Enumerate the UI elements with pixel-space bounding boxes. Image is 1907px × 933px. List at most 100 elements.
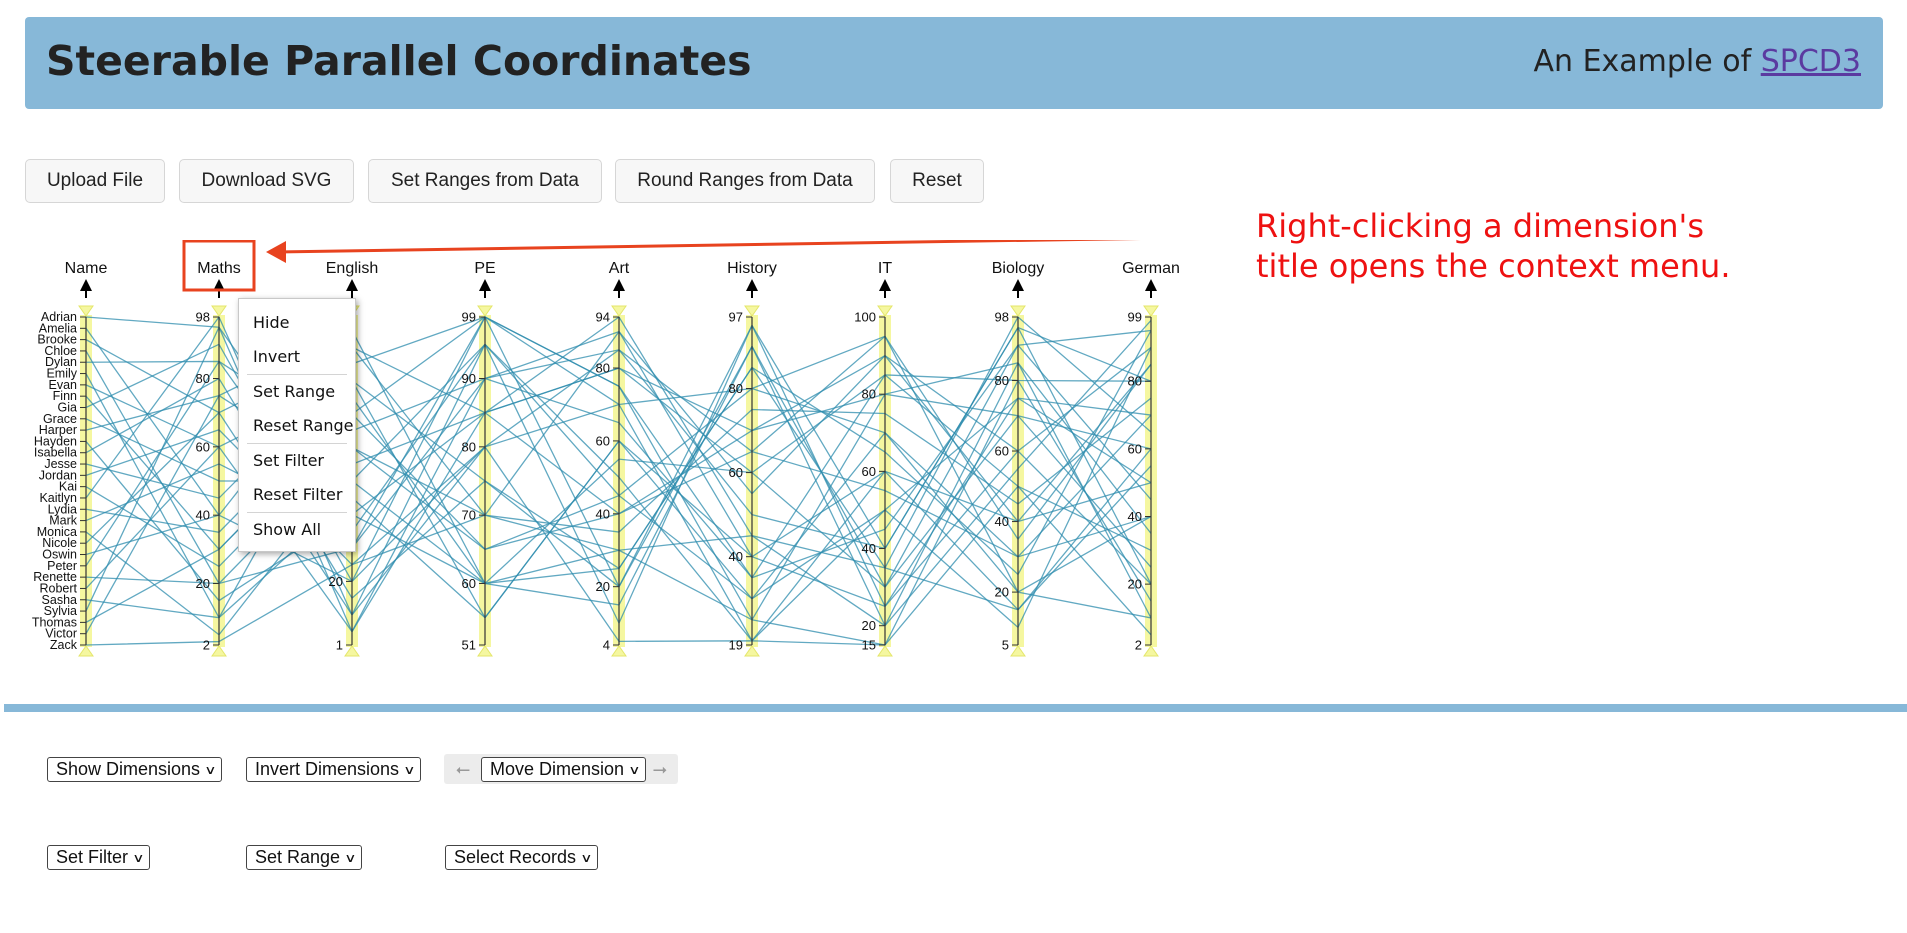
select-records-select[interactable]: Select Records ∨ xyxy=(445,845,598,870)
dimension-title[interactable]: English xyxy=(326,260,378,277)
tick-label: Robert xyxy=(39,581,77,595)
reset-button[interactable]: Reset xyxy=(890,159,984,203)
tick-label: 90 xyxy=(462,371,476,386)
tick-label: 80 xyxy=(462,439,476,454)
tick-label: 40 xyxy=(596,506,610,521)
tick-label: 15 xyxy=(862,638,876,653)
tick-label: Thomas xyxy=(32,615,77,629)
tick-label: Isabella xyxy=(34,446,77,460)
move-dimension-select[interactable]: Move Dimension ∨ xyxy=(481,757,646,782)
tick-label: Emily xyxy=(46,367,77,381)
ctx-hide[interactable]: Hide xyxy=(253,313,290,332)
annotation-arrowhead xyxy=(266,241,286,263)
tick-label: 2 xyxy=(1135,638,1142,653)
invert-dimensions-select[interactable]: Invert Dimensions ∨ xyxy=(246,757,421,782)
ctx-set-range[interactable]: Set Range xyxy=(253,382,336,401)
set-ranges-button[interactable]: Set Ranges from Data xyxy=(368,159,602,203)
tick-label: Sylvia xyxy=(44,604,77,618)
tick-label: Grace xyxy=(43,412,77,426)
top-slider-handle[interactable] xyxy=(877,305,893,317)
bottom-slider-handle[interactable] xyxy=(477,645,493,657)
tick-label: 40 xyxy=(995,514,1009,529)
bottom-slider-handle[interactable] xyxy=(744,645,760,657)
dimension-title[interactable]: IT xyxy=(878,260,892,277)
tick-label: 99 xyxy=(462,310,476,325)
chevron-down-icon: ∨ xyxy=(344,850,357,865)
tick-label: 4 xyxy=(603,638,610,653)
ctx-reset-filter[interactable]: Reset Filter xyxy=(253,485,343,504)
tick-label: 60 xyxy=(862,464,876,479)
ctx-show-all[interactable]: Show All xyxy=(253,520,322,539)
tick-label: 40 xyxy=(196,508,210,523)
top-slider-handle[interactable] xyxy=(78,305,94,317)
show-dimensions-label: Show Dimensions xyxy=(56,759,201,779)
tick-label: 60 xyxy=(596,433,610,448)
set-range-label: Set Range xyxy=(255,847,341,867)
tick-label: 100 xyxy=(854,310,876,325)
top-slider-handle[interactable] xyxy=(1010,305,1026,317)
ctx-reset-range[interactable]: Reset Range xyxy=(253,416,354,435)
tick-label: 40 xyxy=(1128,509,1142,524)
bottom-slider-handle[interactable] xyxy=(1010,645,1026,657)
ctx-set-filter[interactable]: Set Filter xyxy=(253,451,324,470)
bottom-slider-handle[interactable] xyxy=(1143,645,1159,657)
upload-file-button[interactable]: Upload File xyxy=(25,159,165,203)
tick-label: 60 xyxy=(196,439,210,454)
page-title: Steerable Parallel Coordinates xyxy=(46,37,752,85)
bottom-slider-handle[interactable] xyxy=(78,645,94,657)
set-filter-select[interactable]: Set Filter ∨ xyxy=(47,845,150,870)
ctx-separator xyxy=(247,512,347,513)
arrow-left-icon[interactable]: ⭠ xyxy=(455,758,471,780)
tick-label: Mark xyxy=(49,514,78,528)
tick-label: 80 xyxy=(1128,374,1142,389)
bottom-slider-handle[interactable] xyxy=(877,645,893,657)
chevron-down-icon: ∨ xyxy=(132,850,145,865)
spcd3-link[interactable]: SPCD3 xyxy=(1760,44,1861,79)
tick-label: Lydia xyxy=(48,502,77,516)
ctx-invert[interactable]: Invert xyxy=(253,347,301,366)
tick-label: Evan xyxy=(49,378,78,392)
annotation-arrow xyxy=(275,240,1141,254)
tick-label: 80 xyxy=(196,371,210,386)
set-filter-label: Set Filter xyxy=(56,847,129,867)
dimension-title[interactable]: PE xyxy=(474,260,495,277)
set-range-select[interactable]: Set Range ∨ xyxy=(246,845,362,870)
tick-label: 20 xyxy=(596,579,610,594)
tick-label: 51 xyxy=(462,638,476,653)
top-slider-handle[interactable] xyxy=(211,305,227,317)
tick-label: 97 xyxy=(729,310,743,325)
tick-label: Kai xyxy=(59,480,77,494)
bottom-slider-handle[interactable] xyxy=(211,645,227,657)
top-slider-handle[interactable] xyxy=(611,305,627,317)
dimension-title[interactable]: Biology xyxy=(992,260,1044,277)
tick-label: 40 xyxy=(729,549,743,564)
show-dimensions-select[interactable]: Show Dimensions ∨ xyxy=(47,757,222,782)
tick-label: 20 xyxy=(329,574,343,589)
tick-label: Jesse xyxy=(44,457,77,471)
top-slider-handle[interactable] xyxy=(744,305,760,317)
round-ranges-button[interactable]: Round Ranges from Data xyxy=(615,159,875,203)
context-menu: Hide Invert Set Range Reset Range Set Fi… xyxy=(238,298,356,552)
dimension-title[interactable]: History xyxy=(727,260,777,277)
chevron-down-icon: ∨ xyxy=(628,762,641,777)
top-slider-handle[interactable] xyxy=(477,305,493,317)
download-svg-button[interactable]: Download SVG xyxy=(179,159,354,203)
dimension-title[interactable]: Name xyxy=(65,260,108,277)
tick-label: 80 xyxy=(729,381,743,396)
move-dimension-label: Move Dimension xyxy=(490,759,625,779)
bottom-slider-handle[interactable] xyxy=(344,645,360,657)
tick-label: Harper xyxy=(39,423,77,437)
tick-label: 1 xyxy=(336,638,343,653)
arrow-right-icon[interactable]: ⭢ xyxy=(652,758,668,780)
top-slider-handle[interactable] xyxy=(1143,305,1159,317)
tick-label: Amelia xyxy=(39,321,77,335)
tick-label: Oswin xyxy=(42,548,77,562)
dimension-title[interactable]: German xyxy=(1122,260,1180,277)
dimension-title[interactable]: Maths xyxy=(197,260,241,277)
ctx-separator xyxy=(247,374,347,375)
tick-label: 2 xyxy=(203,638,210,653)
tick-label: Monica xyxy=(37,525,77,539)
dimension-title[interactable]: Art xyxy=(609,260,630,277)
bottom-slider-handle[interactable] xyxy=(611,645,627,657)
tick-label: 60 xyxy=(1128,441,1142,456)
